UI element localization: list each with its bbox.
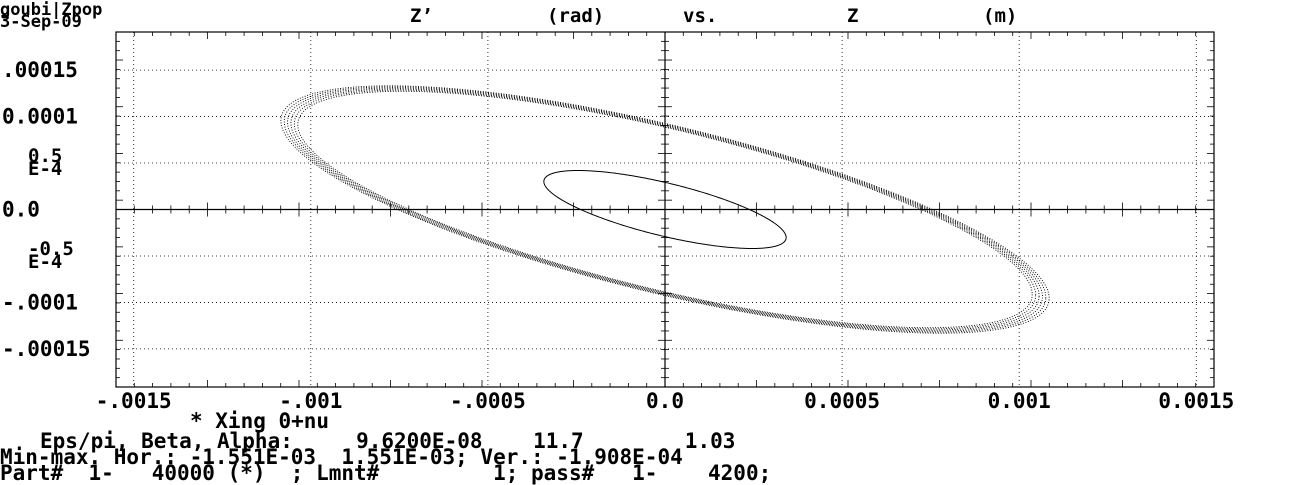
y-tick-label: -.00015	[2, 337, 91, 361]
y-tick-label: 0.5 E-4	[28, 145, 62, 180]
y-tick-label: 0.0001	[2, 105, 78, 129]
title-zprime: Z’	[410, 5, 433, 27]
outer-band-ring	[293, 89, 1037, 330]
outer-band-ring	[297, 90, 1033, 329]
title-z: Z	[847, 5, 858, 27]
chart-title: Z’ (rad) vs. Z (m)	[410, 5, 1017, 27]
title-vs: vs.	[683, 5, 717, 27]
title-rad: (rad)	[547, 5, 604, 27]
y-tick-label: -0.5 E-4	[28, 238, 74, 273]
footer-line-1: * Xing 0+nu	[190, 409, 330, 433]
program-label: goubi|Zpop	[0, 0, 102, 20]
footer-line-2: Eps/pi, Beta, Alpha: 9.6200E-08 11.7 1.0…	[40, 429, 736, 453]
x-tick-label: -.001	[279, 389, 342, 413]
x-tick-label: 0.0	[646, 389, 684, 413]
x-tick-label: 0.001	[988, 389, 1051, 413]
footer-line-4: Part# 1- 40000 (*) ; Lmnt# 1; pass# 1- 4…	[0, 461, 772, 485]
inner-ellipse	[543, 170, 787, 249]
outer-band-ring	[287, 87, 1043, 332]
grid	[115, 31, 1215, 388]
date-label: 3-Sep-09	[0, 12, 82, 32]
x-tick-label: 0.0005	[804, 389, 880, 413]
y-tick-label: .00015	[2, 58, 78, 82]
outer-band-ring	[290, 88, 1040, 331]
outer-band-series	[280, 85, 1050, 334]
x-tick-label: -.0005	[450, 389, 526, 413]
outer-band-ring	[283, 86, 1047, 333]
x-tick-label: -.0015	[96, 389, 172, 413]
footer-line-3: Min-max. Hor.: -1.551E-03 1.551E-03; Ver…	[0, 445, 683, 469]
inner-ellipse-series	[543, 170, 787, 249]
y-tick-label: 0.0	[2, 198, 40, 222]
x-tick-label: 0.0015	[1158, 389, 1234, 413]
outer-band-ring	[280, 85, 1050, 334]
title-m: (m)	[983, 5, 1017, 27]
x-tick-labels: -.0015 -.001 -.0005 0.0 0.0005 0.001 0.0015	[96, 389, 1234, 413]
y-tick-labels: .00015 0.0001 0.5 E-4 0.0 -0.5 E-4 -.0001 -.0001…	[2, 58, 91, 361]
y-tick-label: -.0001	[2, 290, 78, 314]
